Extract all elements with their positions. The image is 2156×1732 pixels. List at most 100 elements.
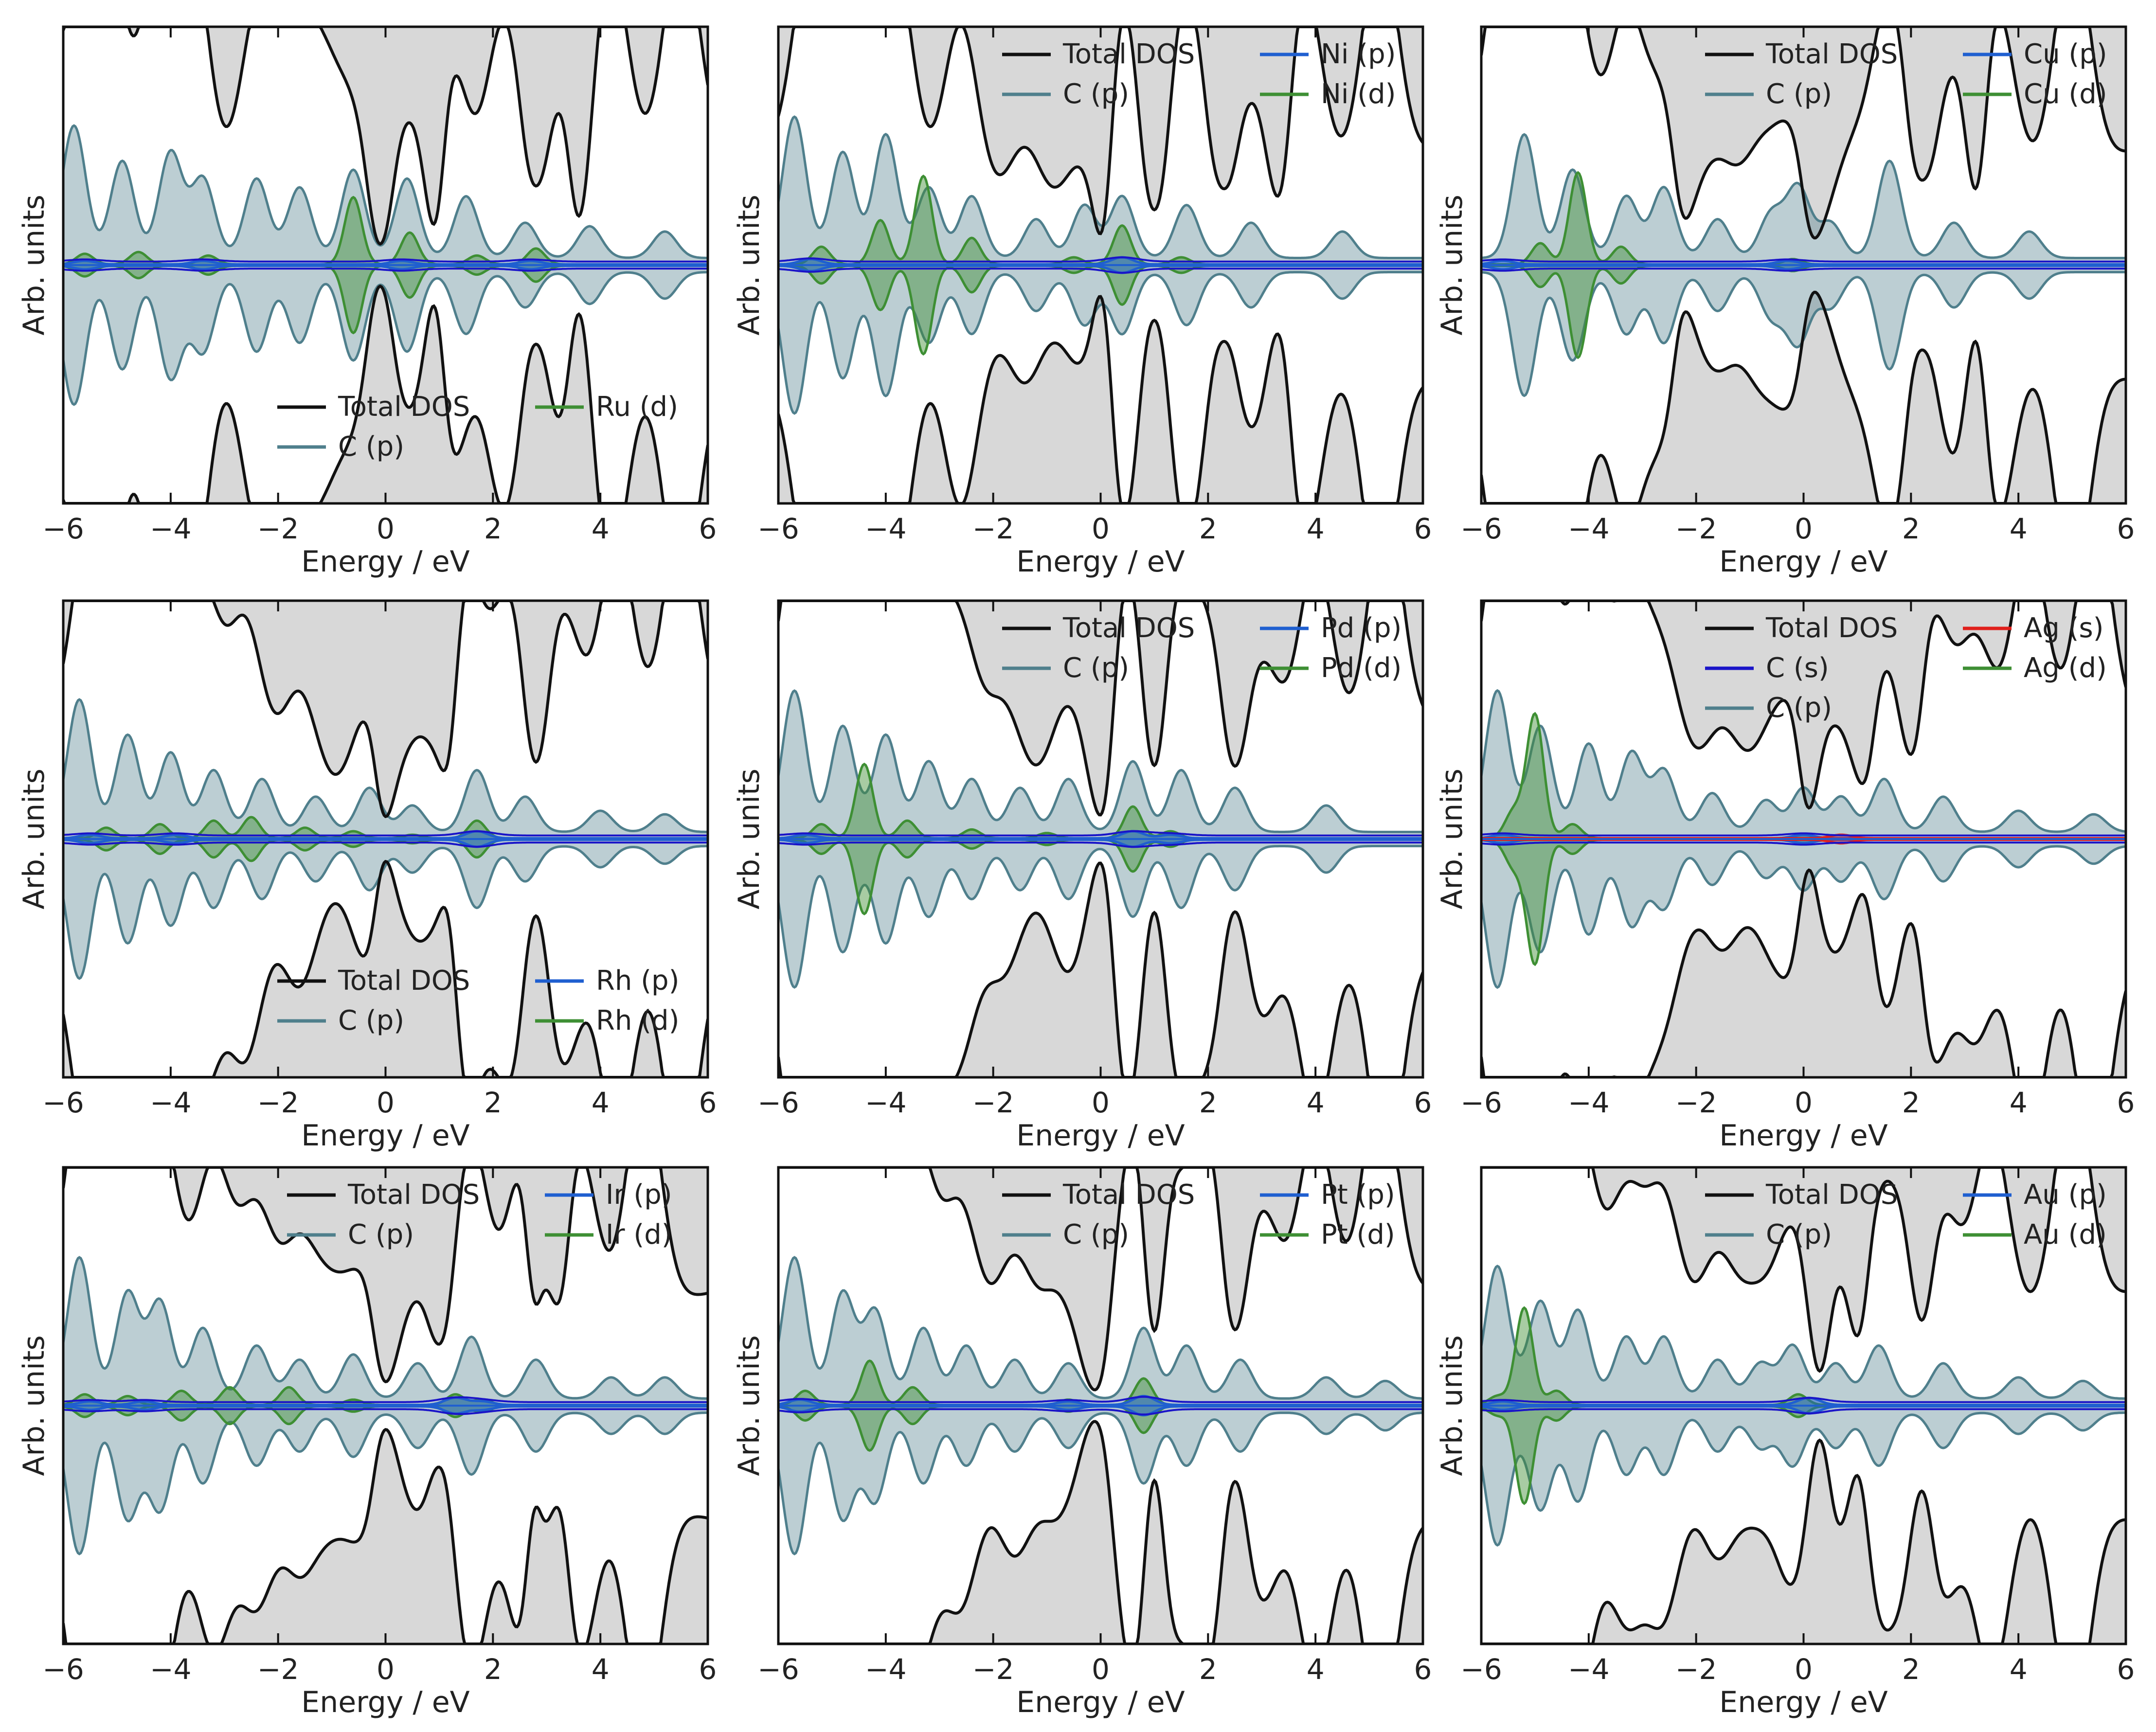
x-tick-label: 4 <box>592 512 610 545</box>
dos-panel-rh: −6 −4 −2 0 2 4 6 Energy / eV Arb. units Total DOS… <box>17 599 717 1153</box>
x-tick-label: −6 <box>1460 1653 1502 1686</box>
legend-label: C (p) <box>1063 78 1129 110</box>
c-s-dos-line-up <box>1481 258 2126 263</box>
c-p-dos-line-up <box>1481 1265 2126 1400</box>
dos-panel-au: −6 −4 −2 0 2 4 6 Energy / eV Arb. units Total DOS… <box>1435 1166 2135 1719</box>
x-tick-label: −6 <box>42 1653 84 1686</box>
c-s-dos-line-down <box>778 1408 1423 1416</box>
x-tick-label: −4 <box>150 1086 192 1119</box>
legend-label: Total DOS <box>1765 38 1898 70</box>
x-tick-label: 2 <box>1199 512 1217 545</box>
x-axis-label: Energy / eV <box>1016 545 1185 579</box>
x-tick-label: −6 <box>757 1653 799 1686</box>
c-p-dos-line-down <box>778 845 1423 989</box>
x-tick-label: 6 <box>1414 1653 1432 1686</box>
total-dos-line-down <box>1481 868 2126 1077</box>
total-dos-line-down <box>63 1428 708 1644</box>
x-tick-label: −2 <box>1675 1086 1717 1119</box>
x-tick-label: 2 <box>484 1653 502 1686</box>
c-p-dos-line-up <box>778 1256 1423 1400</box>
total-dos-line-up <box>778 1167 1423 1392</box>
dos-panel-pt: −6 −4 −2 0 2 4 6 Energy / eV Arb. units Total DOS… <box>732 1166 1432 1719</box>
legend-label: Total DOS <box>1765 1179 1898 1211</box>
c-s-dos-line-down <box>778 268 1423 274</box>
y-axis-label: Arb. units <box>732 1335 766 1476</box>
plot-area <box>1481 601 2126 1077</box>
x-tick-label: 0 <box>1795 512 1813 545</box>
legend-label: C (p) <box>1063 652 1129 684</box>
x-tick-label: −6 <box>757 512 799 545</box>
x-tick-label: 4 <box>2010 1086 2028 1119</box>
x-tick-label: 2 <box>484 512 502 545</box>
x-tick-label: −4 <box>1568 1086 1610 1119</box>
y-axis-label: Arb. units <box>1435 195 1469 335</box>
c-p-dos-line-up <box>63 1256 708 1400</box>
legend-label: Rh (p) <box>596 965 679 997</box>
x-tick-label: 6 <box>1414 512 1432 545</box>
legend-label: Pt (p) <box>1321 1179 1395 1211</box>
c-s-dos-line-down <box>63 268 708 272</box>
c-s-dos-line-up <box>778 830 1423 837</box>
legend-label: Cu (d) <box>2024 78 2107 110</box>
x-tick-label: −2 <box>972 1086 1014 1119</box>
x-tick-label: 2 <box>1199 1086 1217 1119</box>
legend: Total DOS Pd (p) C (p) Pd (d) <box>1002 612 1401 684</box>
x-tick-label: 4 <box>592 1086 610 1119</box>
x-tick-label: 4 <box>2010 512 2028 545</box>
dos-panel-pd: −6 −4 −2 0 2 4 6 Energy / eV Arb. units Total DOS… <box>732 599 1432 1153</box>
c-s-dos-line-up <box>63 1396 708 1403</box>
total-dos-line-up <box>1481 601 2126 810</box>
legend-label: Au (p) <box>2024 1179 2107 1211</box>
x-axis-label: Energy / eV <box>301 545 469 579</box>
x-tick-label: 6 <box>699 512 717 545</box>
c-p-dos-line-down <box>778 271 1423 415</box>
dos-panel-cu: −6 −4 −2 0 2 4 6 Energy / eV Arb. units Total DOS… <box>1435 25 2135 579</box>
legend-label: Total DOS <box>338 965 470 997</box>
legend-label: C (p) <box>348 1219 414 1250</box>
x-tick-label: −2 <box>972 1653 1014 1686</box>
x-tick-label: −4 <box>150 512 192 545</box>
plot-area <box>63 601 708 1077</box>
x-axis-label: Energy / eV <box>1016 1119 1185 1153</box>
total-dos-line-down <box>1481 1438 2126 1644</box>
x-tick-label: −2 <box>972 512 1014 545</box>
c-p-dos-line-up <box>63 698 708 833</box>
plot-area <box>63 1167 708 1644</box>
legend-label: Pt (d) <box>1321 1219 1395 1250</box>
legend-label: Ag (s) <box>2024 612 2104 644</box>
c-s-dos-line-down <box>1481 841 2126 846</box>
c-s-dos-line-down <box>63 1408 708 1415</box>
x-tick-label: −4 <box>865 512 907 545</box>
legend-label: Rh (d) <box>596 1005 679 1036</box>
x-axis-label: Energy / eV <box>301 1119 469 1153</box>
legend: Total DOS Rh (p) C (p) Rh (d) <box>277 965 679 1036</box>
c-p-dos-line-down <box>63 845 708 980</box>
plot-area <box>63 27 708 503</box>
plot-area <box>778 1167 1423 1644</box>
legend-label: Total DOS <box>1062 612 1195 644</box>
x-tick-label: −6 <box>1460 1086 1502 1119</box>
y-axis-label: Arb. units <box>17 1335 51 1476</box>
x-tick-label: 6 <box>2117 512 2135 545</box>
legend: Total DOS Ru (d) C (p) <box>277 391 678 463</box>
y-axis-label: Arb. units <box>17 768 51 909</box>
c-p-dos-line-down <box>778 1411 1423 1555</box>
y-axis-label: Arb. units <box>1435 768 1469 909</box>
x-axis-label: Energy / eV <box>1016 1685 1185 1719</box>
x-tick-label: −4 <box>150 1653 192 1686</box>
x-tick-label: 4 <box>1307 1653 1325 1686</box>
x-tick-label: −4 <box>865 1653 907 1686</box>
x-tick-label: −6 <box>42 512 84 545</box>
x-tick-label: 2 <box>1902 1653 1920 1686</box>
x-tick-label: 2 <box>484 1086 502 1119</box>
c-p-dos-line-up <box>778 689 1423 833</box>
legend-label: Au (d) <box>2024 1219 2107 1250</box>
total-dos-line-down <box>63 284 708 503</box>
x-tick-label: 0 <box>1795 1086 1813 1119</box>
legend-label: C (s) <box>1766 652 1829 684</box>
dos-panel-ir: −6 −4 −2 0 2 4 6 Energy / eV Arb. units Total DOS… <box>17 1166 717 1719</box>
y-axis-label: Arb. units <box>17 195 51 335</box>
legend: Total DOS Ir (p) C (p) Ir (d) <box>287 1179 672 1250</box>
total-dos-line-down <box>778 295 1423 503</box>
x-tick-label: 6 <box>2117 1653 2135 1686</box>
